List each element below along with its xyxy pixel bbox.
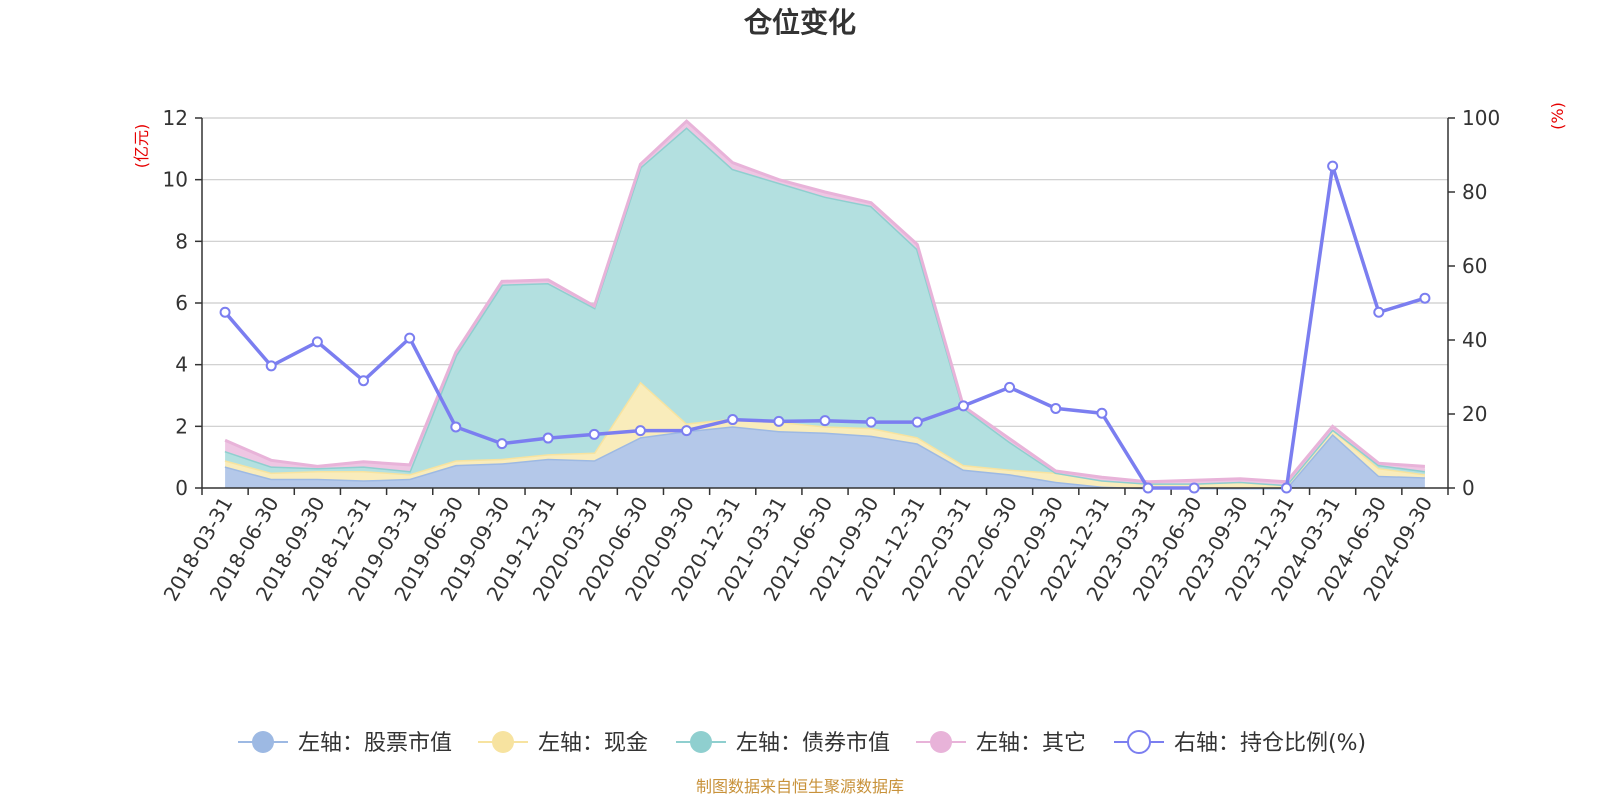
ratio-line [223,164,1426,490]
ratio-point [1280,482,1292,494]
area-fill [225,381,1425,488]
legend-marker [690,731,712,753]
ratio-point [1419,292,1431,304]
ratio-point [819,415,831,427]
ratio-point [404,332,416,344]
area-fill [225,121,1425,485]
stacked-areas [224,119,1426,490]
right-axis-tick-label: 100 [1462,106,1500,130]
legend-label: 左轴：现金 [538,731,648,756]
right-axis-tick-label: 60 [1462,254,1487,278]
ratio-point [773,415,785,427]
legend-label: 右轴：持仓比例(%) [1174,731,1366,756]
left-axis-tick-label: 0 [175,476,188,500]
legend-marker [252,731,274,753]
ratio-point [865,416,877,428]
ratio-point [496,438,508,450]
ratio-point [634,425,646,437]
legend-marker [492,731,514,753]
legend-label: 左轴：其它 [976,731,1086,756]
left-axis-tick-label: 2 [175,414,188,438]
legend-item: 左轴：其它 [916,731,1086,756]
ratio-point [1327,160,1339,172]
area-line [224,119,1426,484]
ratio-point [450,421,462,433]
ratio-point [911,416,923,428]
left-axis-unit: (亿元) [132,124,151,169]
area-fill [225,127,1425,485]
legend-item: 左轴：股票市值 [238,731,452,756]
ratio-point [727,414,739,426]
left-axis-tick-label: 6 [175,291,188,315]
legend-item: 左轴：现金 [478,731,648,756]
ratio-point [265,360,277,372]
ratio-point [542,432,554,444]
area-fill [225,426,1425,488]
left-axis-tick-label: 4 [175,353,188,377]
right-axis-tick-label: 20 [1462,402,1487,426]
right-axis-tick-label: 40 [1462,328,1487,352]
right-axis-tick-label: 0 [1462,476,1475,500]
ratio-point [1142,482,1154,494]
ratio-point [588,428,600,440]
holding-ratio-series [219,160,1431,494]
left-axis-tick-label: 8 [175,229,188,253]
ratio-point [1373,306,1385,318]
right-axis-unit: (%) [1548,102,1567,130]
left-axis-tick-label: 12 [163,106,188,130]
ratio-point [311,336,323,348]
legend-label: 左轴：股票市值 [298,731,452,756]
ratio-point [957,400,969,412]
ratio-point [358,375,370,387]
chart-title: 仓位变化 [744,6,856,39]
legend-item: 左轴：债券市值 [676,731,890,756]
legend-label: 左轴：债券市值 [736,731,890,756]
right-axis-tick-label: 80 [1462,180,1487,204]
data-source-note: 制图数据来自恒生聚源数据库 [696,777,904,796]
ratio-point [1188,482,1200,494]
legend-marker [930,731,952,753]
ratio-point [1004,381,1016,393]
legend: 左轴：股票市值 左轴：现金 左轴：债券市值 左轴：其它 右轴：持仓比例(%) [238,730,1366,756]
ratio-point [219,306,231,318]
ratio-point [1096,407,1108,419]
legend-item: 右轴：持仓比例(%) [1114,730,1366,756]
ratio-point [681,425,693,437]
legend-marker [1127,730,1151,754]
ratio-point [1050,402,1062,414]
left-axis-tick-label: 10 [163,168,188,192]
